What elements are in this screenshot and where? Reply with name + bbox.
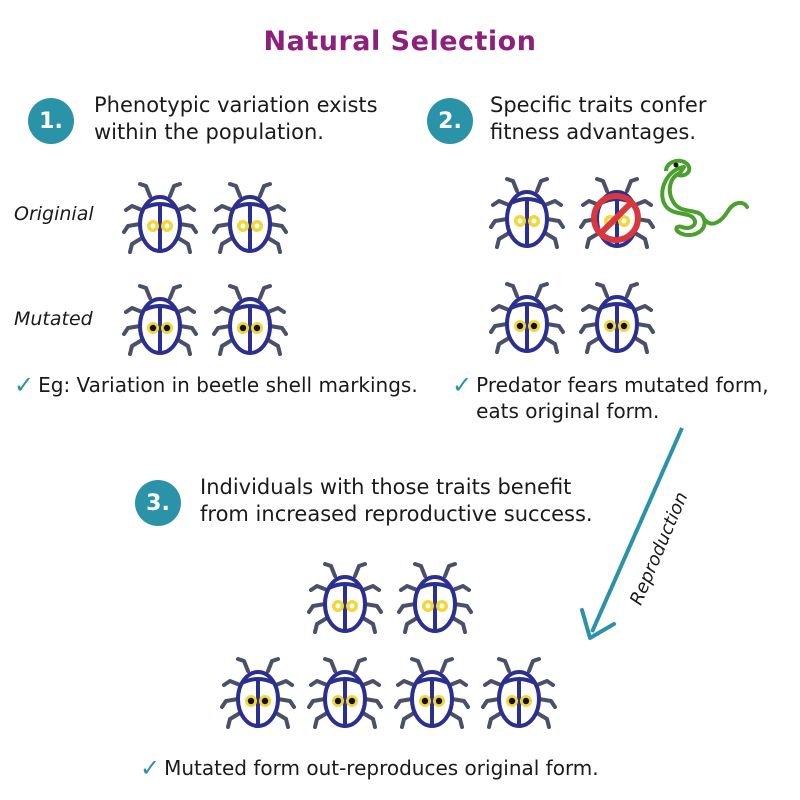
checkmark-icon: ✓ (452, 371, 473, 399)
step-3-badge: 3. (135, 480, 181, 526)
note-2-line-1: Predator fears mutated form, (476, 373, 769, 397)
step-2-line-2: fitness advantages. (490, 120, 697, 144)
beetle-mutated-icon (210, 282, 290, 362)
step-2-line-1: Specific traits confer (490, 93, 707, 117)
beetle-original-icon (395, 560, 475, 640)
note-2-text: Predator fears mutated form, eats origin… (476, 372, 768, 424)
row-label-mutated: Mutated (14, 308, 93, 330)
step-1-badge: 1. (28, 98, 74, 144)
step-2-badge: 2. (427, 98, 473, 144)
checkmark-icon: ✓ (14, 371, 35, 399)
step-3-text: Individuals with those traits benefit fr… (200, 474, 593, 528)
checkmark-icon: ✓ (140, 754, 161, 782)
beetle-original-icon (305, 560, 385, 640)
note-2-line-2: eats original form. (476, 399, 660, 423)
note-2: ✓ Predator fears mutated form, eats orig… (452, 372, 769, 424)
diagram-title: Natural Selection (263, 26, 537, 57)
note-1: ✓ Eg: Variation in beetle shell markings… (14, 372, 418, 398)
beetle-mutated-icon (305, 655, 385, 735)
beetle-mutated-icon (577, 280, 657, 360)
row-label-original: Originial (14, 203, 94, 225)
no-sign-icon (591, 193, 641, 243)
beetle-original-icon (120, 180, 200, 260)
step-3-line-2: from increased reproductive success. (200, 502, 593, 526)
beetle-mutated-icon (479, 655, 559, 735)
reproduction-arrow (580, 427, 684, 640)
note-3: ✓ Mutated form out-reproduces original f… (140, 755, 599, 781)
step-1-line-2: within the population. (94, 120, 324, 144)
note-1-text: Eg: Variation in beetle shell markings. (38, 373, 418, 397)
step-3-line-1: Individuals with those traits benefit (200, 475, 572, 499)
note-3-text: Mutated form out-reproduces original for… (164, 756, 599, 780)
step-2-text: Specific traits confer fitness advantage… (490, 92, 706, 146)
step-1-line-1: Phenotypic variation exists (94, 93, 378, 117)
beetle-mutated-icon (120, 282, 200, 362)
beetle-original-icon (210, 180, 290, 260)
step-1-text: Phenotypic variation exists within the p… (94, 92, 378, 146)
beetle-mutated-icon (218, 655, 298, 735)
beetle-mutated-icon (487, 280, 567, 360)
snake-icon (660, 158, 749, 238)
beetle-original-icon (487, 175, 567, 255)
beetle-mutated-icon (392, 655, 472, 735)
